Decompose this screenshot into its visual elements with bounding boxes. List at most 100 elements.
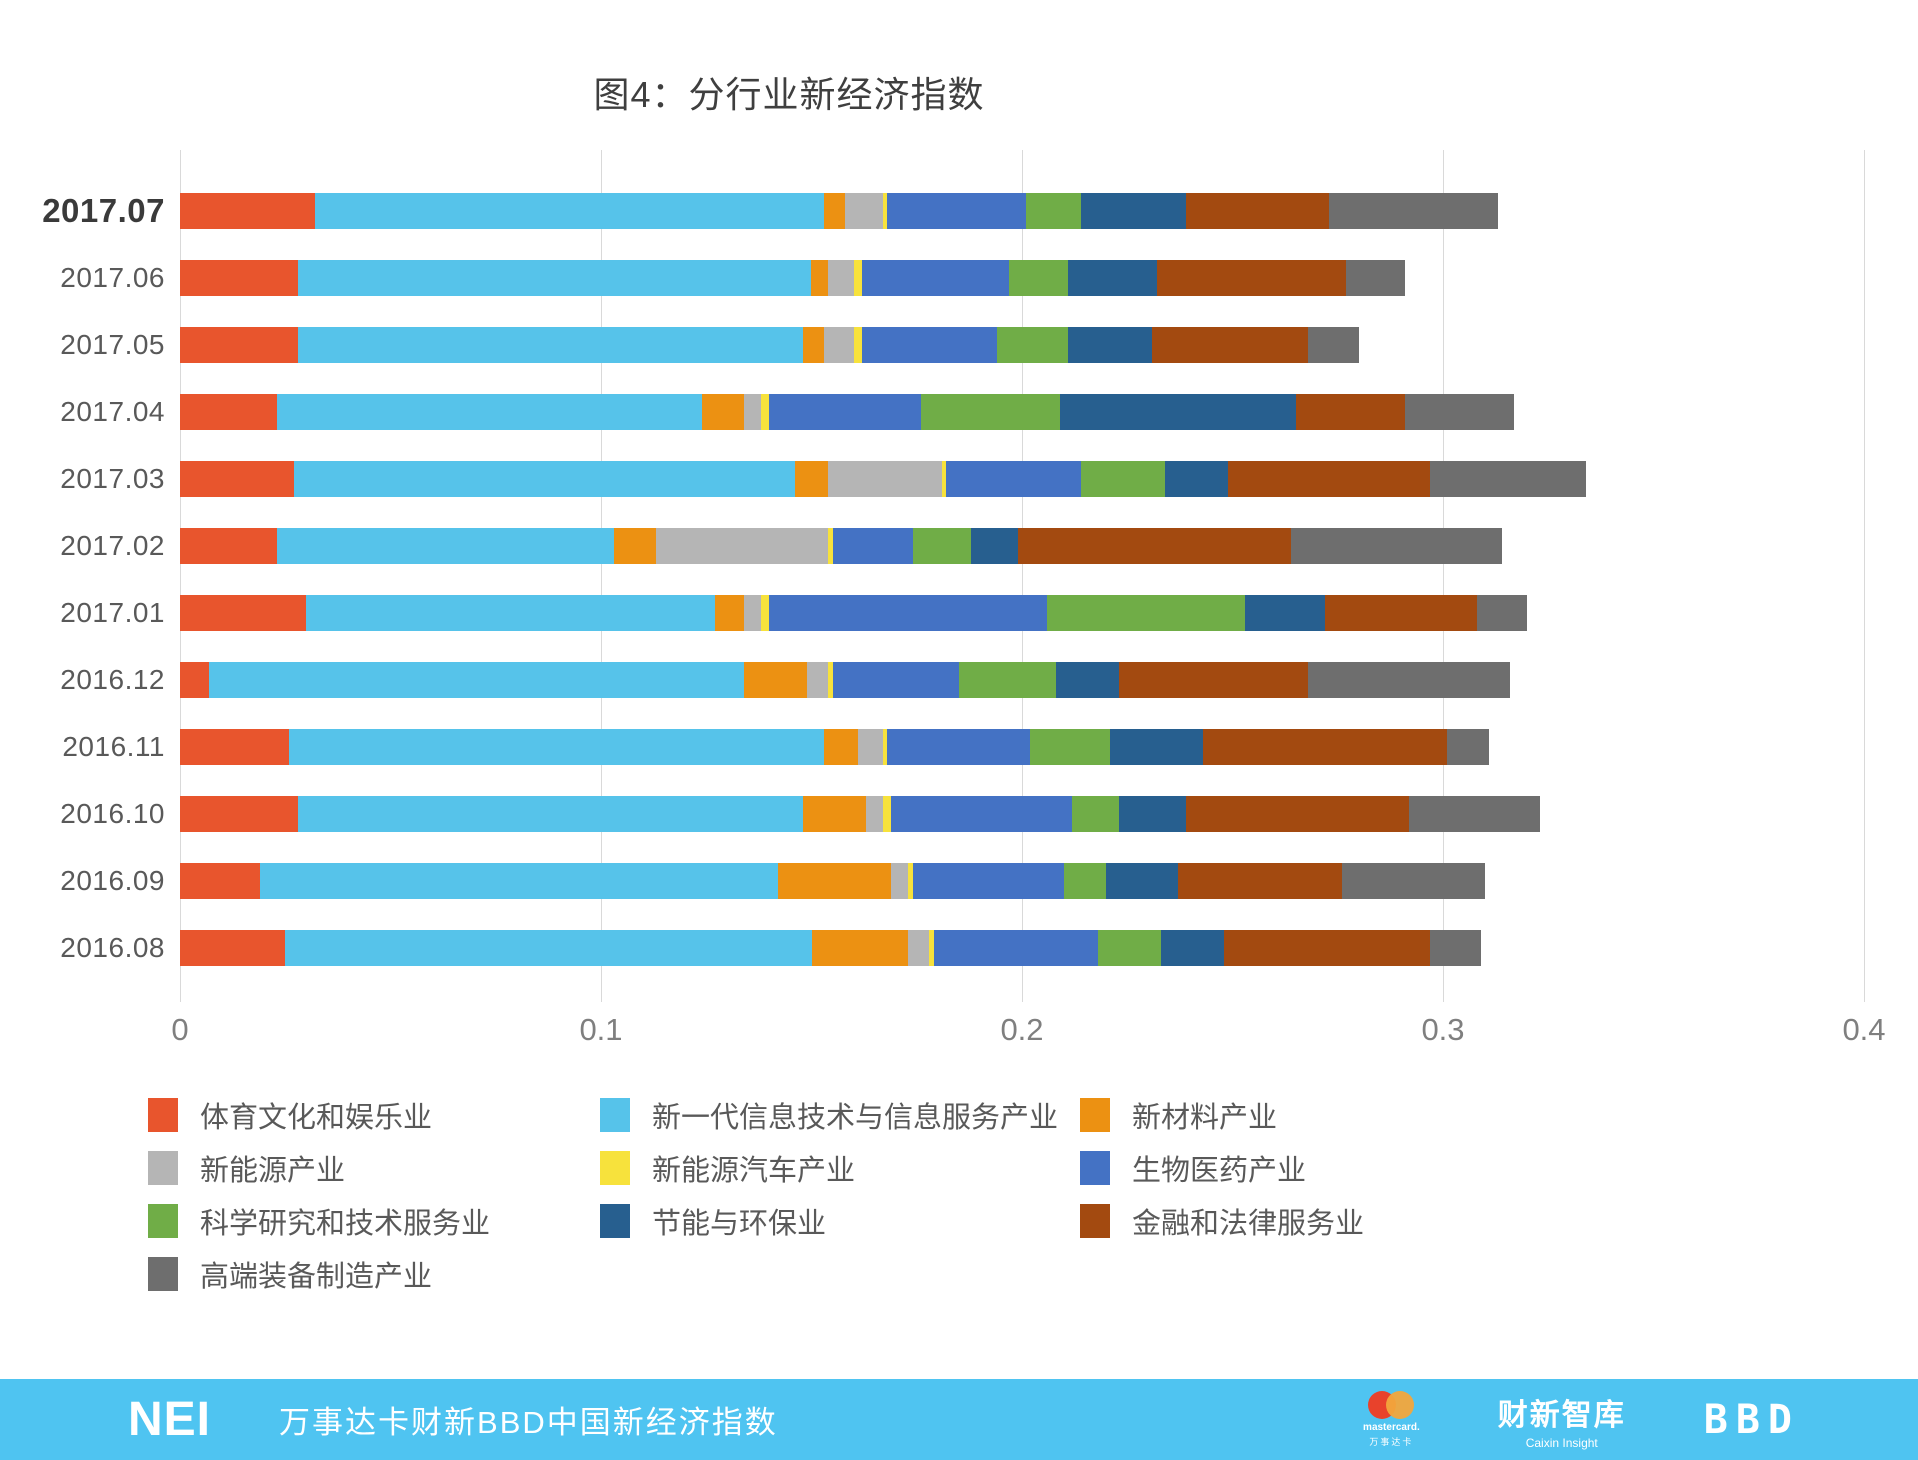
bar-row: 2017.06 [60,260,1864,296]
plot-area: 2017.07 2017.06 2017.05 2017.04 2017.03 2017.… [42,150,1865,1002]
bar-segment [180,729,290,765]
legend-label: 生物医药产业 [1132,1155,1307,1187]
bar-track [180,327,1864,363]
bar-segment [1329,193,1498,229]
bar-segment [1177,863,1342,899]
bar-segment [828,528,833,564]
bar-segment [655,528,829,564]
y-axis-label: 2016.11 [62,731,165,762]
footer-subtitle: 万事达卡财新BBD中国新经济指数 [279,1405,778,1440]
y-axis-label: 2017.01 [60,597,165,628]
bar-segment [1165,461,1229,497]
x-axis-label: 0.4 [1842,1012,1886,1047]
bar-track [180,729,1864,765]
bar-segment [1186,193,1330,229]
bar-track [180,461,1864,497]
bar-segment [803,327,825,363]
legend-label: 科学研究和技术服务业 [200,1208,491,1240]
legend-label: 金融和法律服务业 [1132,1208,1365,1240]
bar-track [180,796,1864,832]
bar-segment [259,863,778,899]
bar-segment [744,394,761,430]
y-axis-label: 2016.10 [60,798,165,829]
x-axis-label: 0 [171,1012,189,1047]
bar-segment [828,662,833,698]
bar-row: 2016.08 [60,930,1864,966]
bar-segment [912,528,972,564]
nei-logo: NEI [128,1393,212,1446]
bar-segment [1118,796,1187,832]
caixin-insight-logo: 财新智库 Caixin Insight [1498,1390,1626,1450]
legend-label: 新材料产业 [1132,1102,1278,1134]
bar-segment [1118,662,1309,698]
caixin-wordmark: 财新智库 [1497,1398,1626,1432]
bar-segment [958,662,1056,698]
bar-segment [1430,461,1587,497]
bar-segment [1409,796,1540,832]
chart-title: 图4：分行业新经济指数 [593,74,985,115]
legend-item: 科学研究和技术服务业 [148,1201,600,1241]
bar-segment [828,260,854,296]
bar-segment [297,796,804,832]
bar-segment [613,528,656,564]
bar-segment [1110,729,1203,765]
x-axis-label: 0.2 [1000,1012,1044,1047]
bar-segment [908,930,930,966]
gridline [1864,150,1865,1002]
bar-track [180,863,1864,899]
bar-segment [1047,595,1246,631]
bar-segment [971,528,1018,564]
bar-segment [1059,394,1296,430]
bar-segment [1186,796,1410,832]
bar-segment [1055,662,1119,698]
bar-segment [1009,260,1069,296]
bar-segment [1156,260,1347,296]
bar-segment [1476,595,1528,631]
bar-segment [794,461,829,497]
bar-segment [293,461,795,497]
legend-swatch-icon [600,1151,630,1185]
bar-segment [1341,863,1486,899]
legend-label: 高端装备制造产业 [200,1261,433,1293]
bar-row: 2017.01 [60,595,1864,631]
bar-segment [887,729,1031,765]
bar-segment [920,394,1060,430]
legend-swatch-icon [148,1204,178,1238]
bar-segment [180,930,286,966]
bar-segment [912,863,1065,899]
y-axis-label: 2017.03 [60,463,165,494]
bar-segment [1295,394,1406,430]
gridline [180,150,181,1002]
bar-segment [777,863,892,899]
y-axis-label: 2017.07 [42,192,165,229]
legend-swatch-icon [1080,1098,1110,1132]
bar-segment [1228,461,1431,497]
bar-segment [1106,863,1178,899]
bar-track [180,595,1864,631]
bar-segment [744,662,808,698]
bar-track [180,528,1864,564]
bar-rows: 2017.07 2017.06 2017.05 2017.04 2017.03 2017.… [42,192,1864,997]
bar-segment [861,260,1010,296]
bar-segment [289,729,825,765]
bar-segment [180,327,298,363]
y-axis-label: 2017.02 [60,530,165,561]
legend-label: 体育文化和娱乐业 [200,1102,433,1134]
legend-swatch-icon [1080,1204,1110,1238]
bar-segment [760,394,770,430]
bar-segment [276,528,614,564]
bar-segment [845,193,884,229]
bar-segment [769,394,921,430]
bar-segment [314,193,825,229]
bar-segment [803,796,867,832]
bar-row: 2017.05 [60,327,1864,363]
legend: 体育文化和娱乐业 新一代信息技术与信息服务产业 新材料产业 新能源产业 新能源汽车产业 生… [148,1095,1828,1294]
mastercard-chinese-name: 万事达卡 [1369,1437,1414,1447]
bar-segment [853,260,862,296]
bar-segment [824,327,854,363]
bar-segment [209,662,745,698]
x-axis-label: 0.3 [1421,1012,1465,1047]
bar-segment [946,461,1081,497]
bar-segment [276,394,703,430]
bar-segment [908,863,913,899]
